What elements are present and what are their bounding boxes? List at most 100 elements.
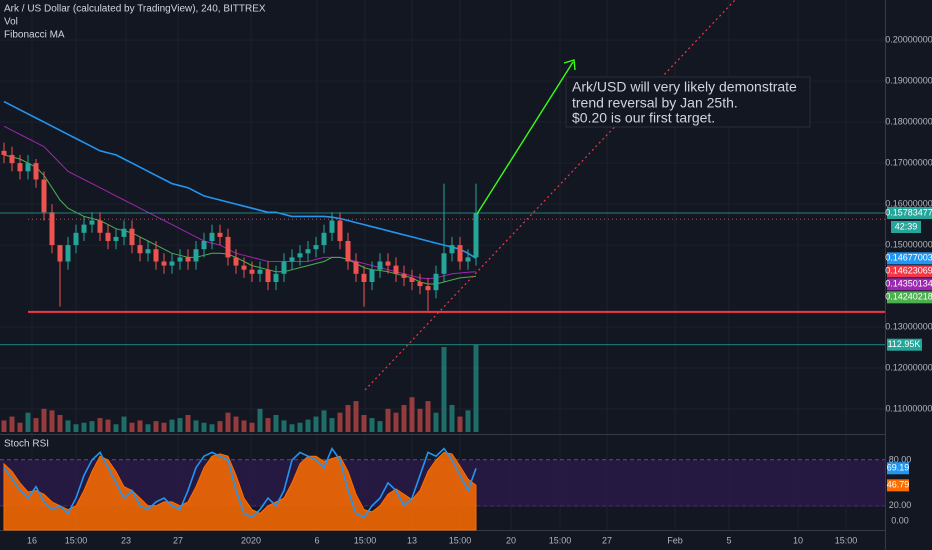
candle-body — [193, 249, 199, 262]
x-tick-label: 15:00 — [835, 535, 858, 545]
volume-bar — [321, 410, 327, 432]
x-tick-label: 20 — [506, 535, 516, 545]
candle-body — [401, 273, 407, 278]
x-tick-label: 2020 — [241, 535, 261, 545]
volume-bar — [337, 412, 343, 432]
volume-tag — [887, 338, 922, 351]
candle-body — [57, 245, 63, 262]
y-tick-label: 0.17000000 — [885, 158, 932, 168]
chart-title: Ark / US Dollar (calculated by TradingVi… — [4, 4, 266, 15]
candle-body — [81, 224, 87, 233]
candle-body — [385, 261, 391, 266]
candle-body — [161, 261, 167, 266]
candle-body — [353, 261, 359, 274]
volume-bar — [193, 420, 199, 432]
candle-body — [305, 249, 311, 254]
volume-bar — [25, 412, 31, 432]
candle-body — [65, 245, 71, 262]
countdown-tag — [891, 220, 921, 233]
candle-body — [321, 232, 327, 246]
volume-bar — [217, 421, 223, 432]
volume-bar — [305, 419, 311, 432]
y-tick-label: 0.18000000 — [885, 117, 932, 127]
countdown: 42:39 — [895, 221, 918, 231]
price-tag-label: 0.14350134 — [885, 279, 932, 289]
volume-label: Vol — [4, 17, 18, 28]
y-tick-label: 0.19000000 — [885, 76, 932, 86]
candle-body — [113, 236, 119, 242]
volume-bar — [425, 401, 431, 432]
price-tag-label: 0.14623069 — [885, 266, 932, 276]
volume-bar — [89, 421, 95, 432]
volume-bar — [273, 415, 279, 432]
price-tag-label: 0.14677003 — [885, 253, 932, 263]
volume-bar — [433, 412, 439, 432]
y-tick-label: 0.15000000 — [885, 239, 932, 249]
plot — [0, 100, 885, 531]
candle-body — [257, 269, 263, 274]
y-tick-label: 0.13000000 — [885, 321, 932, 331]
x-tick-label: 15:00 — [549, 535, 572, 545]
volume-bar — [201, 422, 207, 432]
price-tag — [887, 278, 932, 291]
candle-body — [281, 261, 287, 274]
x-tick-label: 15:00 — [65, 535, 88, 545]
volume-bar — [177, 418, 183, 432]
stoch-tag-label: 69.19 — [887, 463, 910, 473]
volume-bar — [105, 419, 111, 432]
volume-bar — [121, 416, 127, 432]
volume-bar — [297, 422, 303, 432]
candle-body — [105, 232, 111, 242]
candle-body — [449, 245, 455, 254]
candle-body — [49, 212, 55, 246]
volume-bar — [41, 408, 47, 432]
volume-bar — [49, 410, 55, 432]
x-tick-label: 23 — [121, 535, 131, 545]
candle-body — [25, 163, 31, 172]
volume-bar — [185, 415, 191, 432]
candle-body — [465, 257, 471, 262]
candle-body — [41, 179, 47, 213]
candle-body — [345, 241, 351, 262]
candle-body — [361, 273, 367, 282]
volume-bar — [153, 421, 159, 432]
candle-body — [1, 150, 7, 155]
candle-body — [417, 281, 423, 287]
arrow-head — [563, 59, 576, 71]
volume-bar — [73, 424, 79, 432]
candle-body — [9, 154, 15, 164]
candle-body — [209, 232, 215, 242]
stoch-label: Stoch RSI — [4, 439, 49, 450]
annotation: Ark/USD will very likely demonstrate — [572, 79, 797, 95]
x-tick-label: 5 — [726, 535, 731, 545]
candle-body — [225, 236, 231, 258]
candle-body — [369, 269, 375, 282]
x-tick-label: 27 — [173, 535, 183, 545]
candle-body — [473, 212, 479, 258]
volume-bar — [145, 424, 151, 432]
x-tick-label: Feb — [667, 535, 683, 545]
candle-body — [441, 253, 447, 274]
annotation-box — [565, 76, 811, 128]
volume-bar — [9, 416, 15, 432]
x-tick-label: 15:00 — [354, 535, 377, 545]
price-tag-label: 0.15783477 — [885, 207, 932, 217]
volume-bar — [449, 404, 455, 432]
candle-body — [233, 257, 239, 266]
stoch-tick-label: 20.00 — [889, 500, 912, 510]
volume-tag-label: 112.95K — [888, 339, 921, 349]
price-tag — [887, 265, 932, 278]
volume-bar — [409, 397, 415, 432]
candle-body — [329, 220, 335, 233]
volume-bar — [441, 347, 447, 432]
x-tick-label: 27 — [602, 535, 612, 545]
volume-bar — [65, 420, 71, 432]
ma-line — [3, 154, 477, 285]
stoch-tick-label: 0.00 — [891, 515, 909, 525]
stoch-tag — [887, 479, 909, 492]
volume-bar — [233, 416, 239, 432]
stoch-tag — [887, 462, 909, 475]
stoch-k-line — [3, 446, 477, 519]
candle-body — [169, 261, 175, 266]
